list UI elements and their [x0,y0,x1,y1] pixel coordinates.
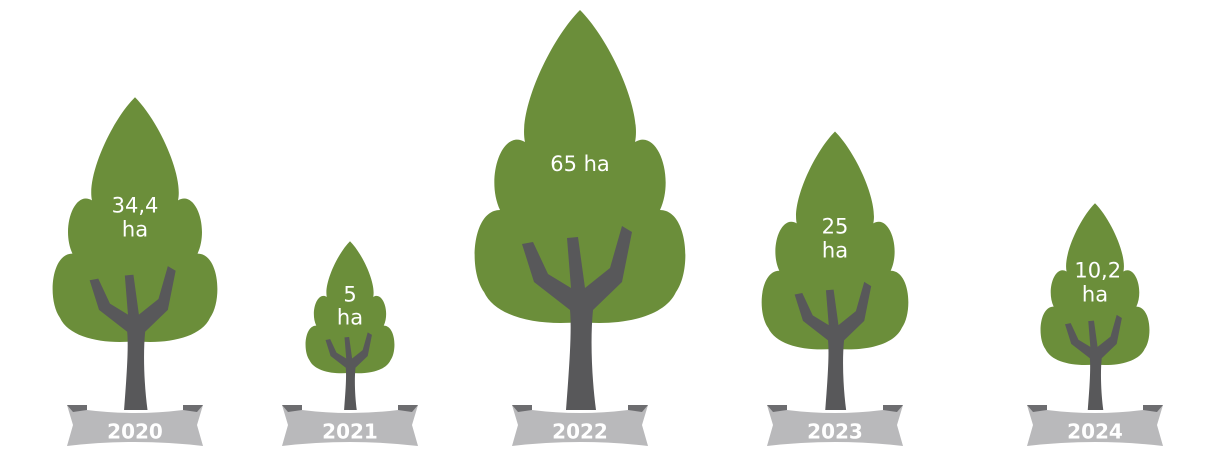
tree-trunk [1065,314,1122,410]
ribbon-shape [767,405,903,446]
year-label: 2020 [107,420,163,444]
ribbon [67,405,203,446]
ribbon-flap [767,405,787,412]
ribbon-flap [883,405,903,412]
value-label: 5 ha [336,282,364,330]
tree-trunk [89,266,176,410]
year-label: 2023 [807,420,863,444]
value-label: 65 ha [550,152,610,177]
tree [1040,203,1150,410]
value-label: 10,2 ha [1074,258,1122,307]
ribbon-flap [1143,405,1163,412]
ribbon-flap [398,405,418,412]
ribbon-shape [512,405,648,446]
tree-trunk [794,281,872,410]
year-label: 2024 [1067,420,1123,444]
year-label: 2021 [322,420,378,444]
ribbon-flap [67,405,87,412]
tree [305,241,395,410]
ribbon [1027,405,1163,446]
tree [474,10,686,410]
ribbon-flap [1027,405,1047,412]
ribbon [282,405,418,446]
ribbon-flap [282,405,302,412]
ribbon-shape [282,405,418,446]
ribbon-flap [628,405,648,412]
ribbon-flap [183,405,203,412]
ribbon-flap [512,405,532,412]
year-label: 2022 [552,420,608,444]
tree-trunk [325,332,372,410]
ribbon-shape [1027,405,1163,446]
tree-trunk [522,226,632,410]
ribbon-shape [67,405,203,446]
tree [761,131,909,410]
ribbon [767,405,903,446]
ribbon [512,405,648,446]
value-label: 25 ha [821,214,849,263]
tree [52,97,218,410]
value-label: 34,4 ha [111,193,159,242]
